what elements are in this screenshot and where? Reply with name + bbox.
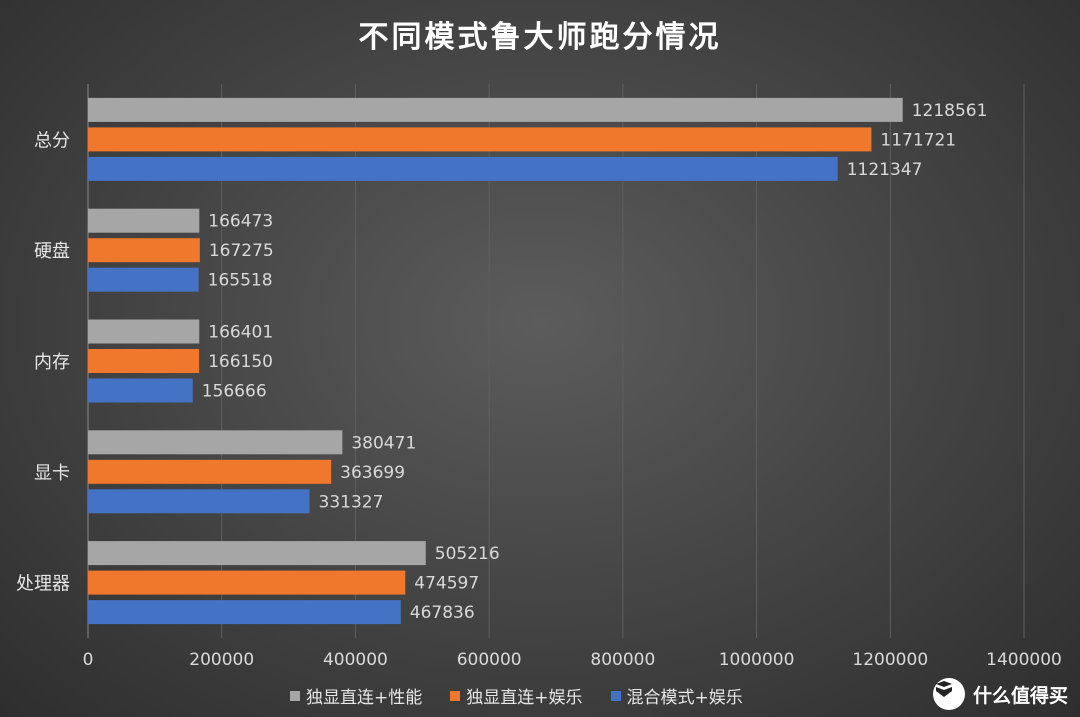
y-category-label: 内存	[34, 352, 70, 373]
chart-legend: 独显直连+性能 独显直连+娱乐 混合模式+娱乐	[290, 683, 743, 708]
legend-label: 独显直连+娱乐	[466, 688, 583, 708]
bar	[88, 600, 401, 625]
y-category-label: 处理器	[16, 574, 70, 595]
bar	[88, 267, 199, 292]
legend-item: 独显直连+娱乐	[450, 683, 583, 708]
bar-value-label: 156666	[202, 382, 267, 402]
y-category-label: 显卡	[34, 463, 70, 484]
legend-item: 独显直连+性能	[290, 683, 422, 708]
bar	[88, 459, 332, 484]
bar	[88, 127, 872, 152]
x-tick-label: 600000	[457, 650, 522, 670]
bar	[88, 541, 426, 566]
watermark-text: 什么值得买	[972, 684, 1068, 707]
bar	[88, 208, 200, 233]
x-tick-label: 1400000	[986, 650, 1062, 670]
bar-value-label: 166473	[208, 212, 273, 232]
bar	[88, 156, 838, 181]
bar-value-label: 1121347	[847, 160, 923, 180]
bar	[88, 430, 343, 455]
bar-value-label: 166150	[208, 352, 273, 372]
y-category-label: 硬盘	[34, 241, 70, 262]
bar-value-label: 380471	[351, 433, 416, 453]
legend-label: 混合模式+娱乐	[626, 688, 743, 708]
x-tick-label: 0	[83, 650, 94, 670]
x-tick-label: 400000	[323, 650, 388, 670]
bar-value-label: 1171721	[880, 130, 956, 150]
y-category-label: 总分	[34, 130, 70, 151]
bar	[88, 238, 200, 263]
x-tick-label: 800000	[590, 650, 655, 670]
legend-label: 独显直连+性能	[306, 688, 423, 708]
smzdm-logo-icon	[932, 678, 965, 710]
bar-value-label: 505216	[435, 544, 500, 564]
bar-value-label: 467836	[410, 603, 475, 623]
chart-title: 不同模式鲁大师跑分情况	[358, 20, 722, 55]
bar	[88, 489, 310, 514]
bar-value-label: 1218561	[912, 101, 988, 121]
bar-value-label: 363699	[340, 463, 405, 483]
bar	[88, 349, 200, 373]
bar	[88, 570, 406, 595]
bar-value-label: 166401	[208, 323, 273, 343]
legend-swatch	[290, 690, 300, 701]
bar	[88, 378, 193, 403]
bar-value-label: 331327	[319, 492, 384, 512]
x-tick-label: 200000	[189, 650, 254, 670]
x-tick-label: 1200000	[852, 650, 928, 670]
bar-value-label: 167275	[209, 241, 274, 261]
bar	[88, 97, 903, 122]
legend-swatch	[610, 690, 621, 701]
x-tick-label: 1000000	[719, 650, 795, 670]
legend-swatch	[450, 690, 461, 701]
watermark: 什么值得买	[932, 678, 1068, 710]
bar-value-label: 165518	[208, 271, 273, 291]
bar-value-label: 474597	[414, 574, 479, 594]
legend-item: 混合模式+娱乐	[610, 683, 743, 708]
bar	[88, 319, 200, 344]
